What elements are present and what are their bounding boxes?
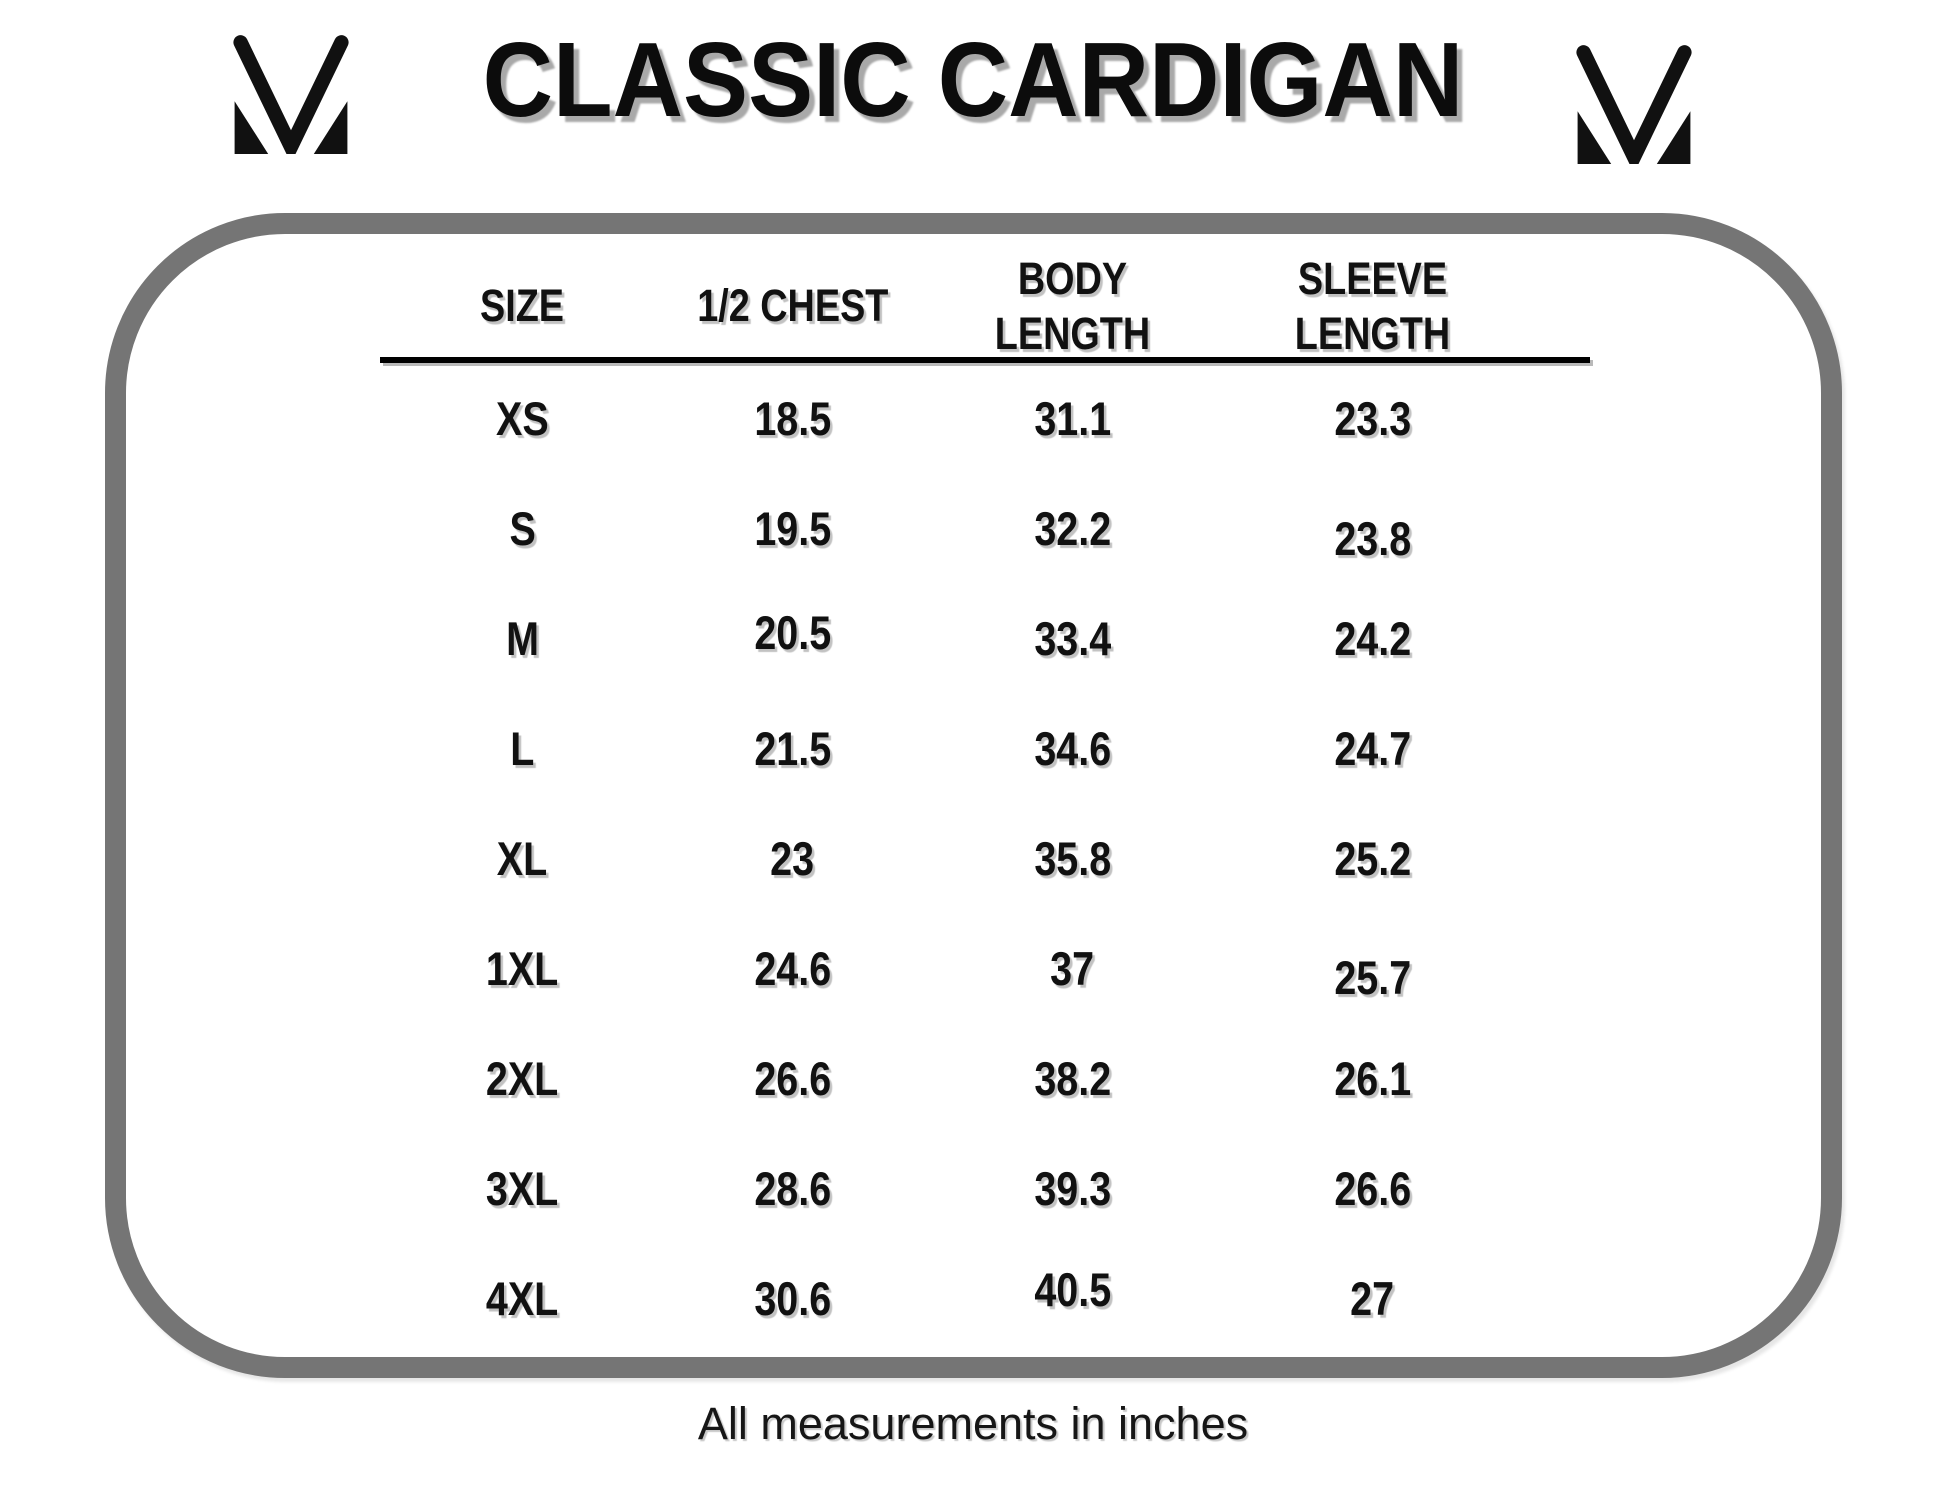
size-cell: M	[506, 611, 539, 665]
column-header-size: SIZE	[380, 279, 665, 334]
column-header-label: BODY LENGTH	[994, 253, 1151, 359]
size-cell: L	[510, 721, 535, 775]
brand-monogram-icon	[233, 35, 349, 154]
body-length-cell: 40.5	[1034, 1262, 1111, 1316]
half-chest-cell: 28.6	[754, 1161, 831, 1215]
body-length-cell: 33.4	[1034, 611, 1111, 665]
table-header-row: SIZE 1/2 CHEST BODY LENGTH SLEEVE LENGTH	[380, 252, 1590, 359]
half-chest-cell: 26.6	[754, 1051, 831, 1105]
size-cell: 1XL	[486, 941, 559, 995]
half-chest-cell: 23	[770, 831, 815, 885]
page-title: CLASSIC CARDIGAN	[0, 20, 1946, 141]
size-cell: 4XL	[486, 1271, 559, 1325]
size-cell: XS	[496, 391, 549, 445]
column-header-label: SLEEVE LENGTH	[1294, 253, 1451, 359]
sleeve-length-cell: 25.2	[1334, 831, 1411, 885]
size-chart-frame: SIZE 1/2 CHEST BODY LENGTH SLEEVE LENGTH…	[105, 213, 1842, 1378]
sleeve-length-cell: 25.7	[1334, 950, 1411, 1004]
table-body: XS 18.5 31.1 23.3 S 19.5 32.2 23.8 M 20.…	[380, 363, 1590, 1353]
brand-monogram-icon	[1576, 45, 1692, 164]
size-cell: 2XL	[486, 1051, 559, 1105]
table-row: S 19.5 32.2 23.8	[380, 473, 1590, 583]
size-cell: XL	[497, 831, 548, 885]
size-cell: 3XL	[486, 1161, 559, 1215]
table-row: 3XL 28.6 39.3 26.6	[380, 1133, 1590, 1243]
body-length-cell: 34.6	[1034, 721, 1111, 775]
table-row: M 20.5 33.4 24.2	[380, 583, 1590, 693]
sleeve-length-cell: 27	[1350, 1271, 1395, 1325]
body-length-cell: 32.2	[1034, 501, 1111, 555]
column-header-half-chest: 1/2 CHEST	[665, 279, 920, 334]
units-note-text: All measurements in inches	[697, 1398, 1249, 1449]
half-chest-cell: 18.5	[754, 391, 831, 445]
sleeve-length-cell: 23.3	[1334, 391, 1411, 445]
half-chest-cell: 30.6	[754, 1271, 831, 1325]
body-length-cell: 39.3	[1034, 1161, 1111, 1215]
sleeve-length-cell: 24.7	[1334, 721, 1411, 775]
table-row: L 21.5 34.6 24.7	[380, 693, 1590, 803]
sleeve-length-cell: 26.6	[1334, 1161, 1411, 1215]
column-header-sleeve-length: SLEEVE LENGTH	[1225, 252, 1520, 362]
half-chest-cell: 24.6	[754, 941, 831, 995]
sleeve-length-cell: 26.1	[1334, 1051, 1411, 1105]
size-cell: S	[509, 501, 536, 555]
column-header-label: 1/2 CHEST	[696, 280, 889, 332]
table-row: 1XL 24.6 37 25.7	[380, 913, 1590, 1023]
body-length-cell: 35.8	[1034, 831, 1111, 885]
body-length-cell: 38.2	[1034, 1051, 1111, 1105]
size-chart-table: SIZE 1/2 CHEST BODY LENGTH SLEEVE LENGTH…	[380, 252, 1590, 1353]
page-title-text: CLASSIC CARDIGAN	[482, 21, 1464, 139]
table-row: 2XL 26.6 38.2 26.1	[380, 1023, 1590, 1133]
column-header-body-length: BODY LENGTH	[920, 252, 1225, 362]
sleeve-length-cell: 24.2	[1334, 611, 1411, 665]
half-chest-cell: 21.5	[754, 721, 831, 775]
body-length-cell: 37	[1050, 941, 1095, 995]
header-divider-line	[380, 357, 1590, 363]
half-chest-cell: 20.5	[754, 605, 831, 659]
table-row: 4XL 30.6 40.5 27	[380, 1243, 1590, 1353]
body-length-cell: 31.1	[1034, 391, 1111, 445]
table-row: XS 18.5 31.1 23.3	[380, 363, 1590, 473]
sleeve-length-cell: 23.8	[1334, 511, 1411, 565]
units-note: All measurements in inches	[0, 1398, 1946, 1450]
half-chest-cell: 19.5	[754, 501, 831, 555]
table-row: XL 23 35.8 25.2	[380, 803, 1590, 913]
column-header-label: SIZE	[480, 280, 565, 332]
